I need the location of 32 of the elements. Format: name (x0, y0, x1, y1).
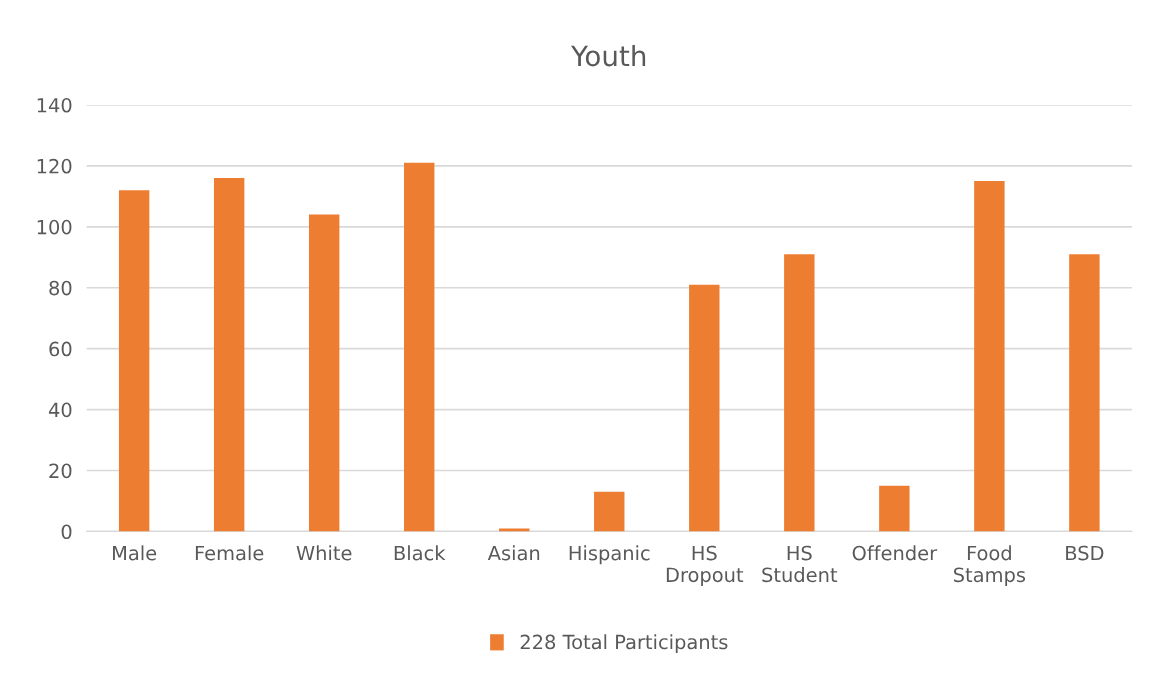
y-tick-label: 80 (49, 280, 72, 296)
chart-title: Youth (571, 44, 646, 67)
y-tick-label: 0 (61, 524, 72, 540)
bar (879, 485, 910, 532)
y-tick-label: 120 (37, 158, 72, 174)
y-tick-label: 20 (49, 463, 72, 479)
bar (404, 162, 435, 532)
y-tick-label: 140 (37, 97, 72, 113)
legend-label: 228 Total Participants (520, 634, 728, 654)
x-tick-label: Male (113, 545, 157, 561)
bar (594, 491, 625, 532)
bar (1069, 254, 1100, 532)
x-tick-label: Food Stamps (954, 545, 1026, 586)
x-tick-label: Female (195, 545, 264, 561)
x-tick-label: BSD (1066, 545, 1104, 561)
bar (689, 284, 720, 532)
y-tick-label: 60 (49, 341, 72, 357)
x-tick-label: Black (394, 545, 446, 561)
x-tick-label: HS Student (762, 545, 838, 583)
y-tick-label: 100 (37, 219, 72, 235)
bar (118, 190, 150, 532)
x-tick-label: Hispanic (569, 545, 650, 565)
x-tick-label: Offender (852, 545, 938, 561)
bar (499, 528, 530, 532)
x-tick-label: White (296, 545, 352, 561)
bar (784, 254, 815, 532)
bar (308, 214, 340, 532)
x-tick-label: HS Dropout (666, 545, 744, 586)
bar (974, 181, 1005, 532)
bar (213, 178, 245, 532)
y-tick-label: 40 (48, 402, 72, 418)
x-tick-label: Asian (487, 545, 540, 561)
